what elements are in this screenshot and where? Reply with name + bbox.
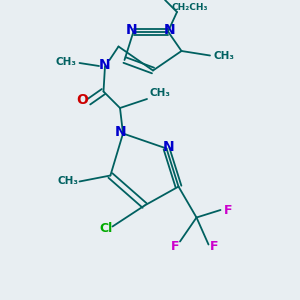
- Text: CH₂CH₃: CH₂CH₃: [171, 3, 208, 12]
- Text: N: N: [115, 125, 126, 139]
- Text: Cl: Cl: [100, 221, 113, 235]
- Text: N: N: [164, 23, 175, 37]
- Text: F: F: [210, 239, 219, 253]
- Text: CH₃: CH₃: [150, 88, 171, 98]
- Text: CH₃: CH₃: [56, 57, 76, 67]
- Text: F: F: [171, 239, 180, 253]
- Text: CH₃: CH₃: [213, 50, 234, 61]
- Text: CH₃: CH₃: [57, 176, 78, 187]
- Text: O: O: [76, 94, 88, 107]
- Text: N: N: [163, 140, 175, 154]
- Text: N: N: [99, 58, 111, 72]
- Text: N: N: [126, 23, 138, 37]
- Text: F: F: [224, 203, 232, 217]
